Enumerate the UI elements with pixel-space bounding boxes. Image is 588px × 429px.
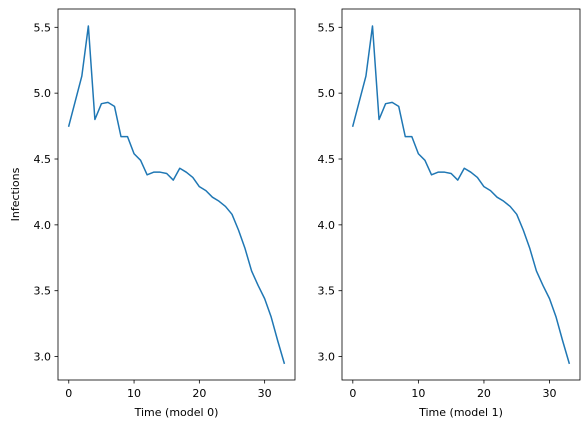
y-tick-label: 3.5 [34,285,52,298]
y-tick-label: 3.0 [318,351,336,364]
y-tick-label: 3.5 [318,285,336,298]
y-tick-label: 5.5 [34,21,52,34]
series-line-1-0 [351,25,571,365]
y-tick-label: 4.0 [318,219,336,232]
chart-panel-1: 0 10 20 30 3.0 3.5 4.0 4.5 5.0 5.5 Time (model 1) [318,8,581,419]
axes-frame [341,8,581,381]
x-tick-label: 10 [127,387,141,400]
series-line-0-0 [67,25,286,365]
y-tick-label: 5.5 [318,21,336,34]
y-tick-label: 5.0 [318,87,336,100]
x-tick-label: 30 [543,387,557,400]
y-axis-label: Infections [9,167,22,221]
x-axis-label: Time (model 1) [418,406,503,419]
y-tick-label: 4.0 [34,219,52,232]
x-tick-label: 0 [65,387,72,400]
x-tick-label: 10 [411,387,425,400]
x-axis-label: Time (model 0) [134,406,219,419]
x-tick-label: 20 [477,387,491,400]
y-tick-label: 5.0 [34,87,52,100]
axes-frame [57,8,296,381]
x-tick-label: 30 [258,387,272,400]
x-tick-label: 0 [349,387,356,400]
y-tick-label: 4.5 [34,153,52,166]
chart-panel-0: 0 10 20 30 3.0 3.5 4.0 4.5 5.0 5.5 Time (model 0) I… [9,8,296,419]
y-tick-label: 3.0 [34,351,52,364]
y-tick-label: 4.5 [318,153,336,166]
x-tick-label: 20 [192,387,206,400]
